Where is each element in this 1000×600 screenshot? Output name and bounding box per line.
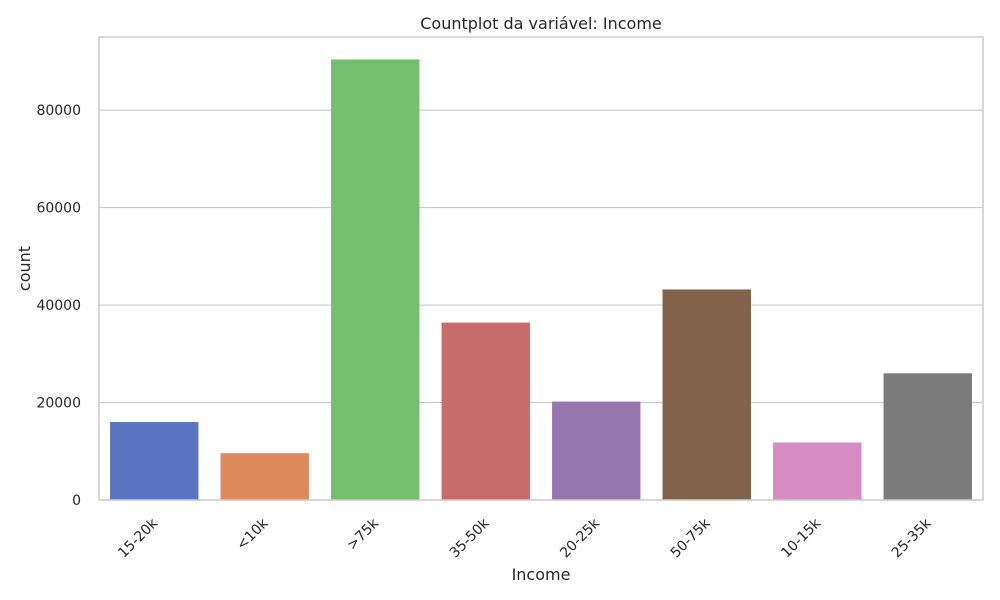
y-tick-labels: 0 20000 40000 60000 80000 bbox=[36, 103, 81, 509]
bar bbox=[883, 373, 972, 500]
chart-title: Countplot da variável: Income bbox=[420, 14, 662, 33]
x-tick-label: 20-25k bbox=[557, 515, 603, 561]
y-tick-label: 0 bbox=[72, 493, 81, 509]
bars bbox=[110, 59, 972, 501]
x-tick-label: 15-20k bbox=[115, 515, 161, 561]
bar bbox=[220, 453, 309, 500]
bar bbox=[773, 442, 862, 500]
x-tick-label: 25-35k bbox=[889, 515, 935, 561]
y-axis-label: count bbox=[15, 246, 34, 291]
bar bbox=[331, 59, 420, 501]
x-tick-label: >75k bbox=[344, 515, 383, 554]
bar bbox=[662, 289, 751, 500]
y-tick-label: 40000 bbox=[36, 298, 81, 314]
x-tick-labels: 15-20k <10k >75k 35-50k 20-25k 50-75k 10-15k 25… bbox=[115, 515, 935, 561]
bar bbox=[441, 322, 530, 500]
x-axis-label: Income bbox=[512, 565, 571, 584]
bar bbox=[110, 422, 199, 500]
plot-frame bbox=[98, 36, 984, 501]
bar bbox=[552, 401, 641, 500]
y-tick-label: 80000 bbox=[36, 103, 81, 119]
y-tick-label: 60000 bbox=[36, 201, 81, 217]
x-tick-label: 50-75k bbox=[668, 515, 714, 561]
y-tick-label: 20000 bbox=[36, 396, 81, 412]
x-tick-label: 35-50k bbox=[447, 515, 493, 561]
x-tick-label: <10k bbox=[234, 515, 273, 554]
x-tick-label: 10-15k bbox=[778, 515, 824, 561]
grid-lines bbox=[99, 109, 983, 501]
